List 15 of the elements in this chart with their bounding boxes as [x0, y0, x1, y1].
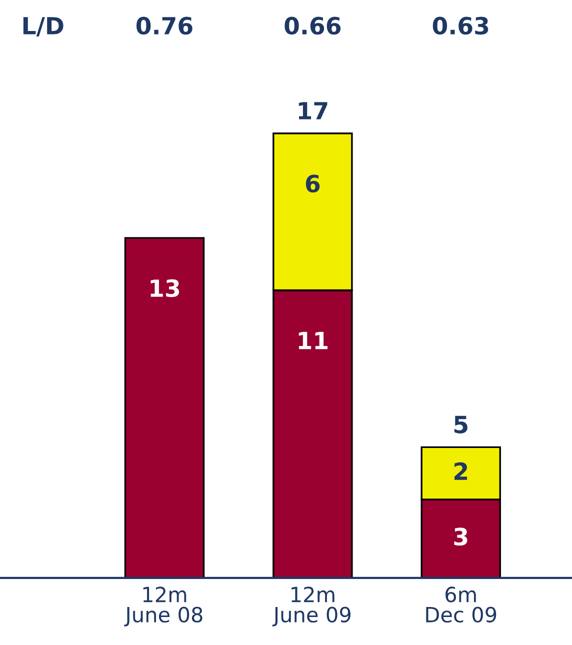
total-label: 17 — [298, 102, 328, 120]
text: L/D — [23, 17, 64, 36]
data-label: 3 — [454, 528, 468, 546]
bar — [124, 237, 205, 578]
text: 0.63 — [432, 16, 488, 35]
x-tick-label: 12m June 09 — [272, 586, 350, 626]
data-label: 13 — [150, 279, 180, 298]
x-tick-label: 6m Dec 09 — [426, 586, 496, 623]
data-label: 6 — [306, 174, 320, 193]
total-label: 5 — [454, 416, 468, 434]
x-tick-label: 12m June 08 — [124, 586, 202, 626]
data-label: 11 — [298, 332, 328, 350]
text: 0.76 — [136, 16, 192, 35]
text: 0.66 — [284, 16, 341, 35]
data-label: 2 — [454, 462, 468, 480]
